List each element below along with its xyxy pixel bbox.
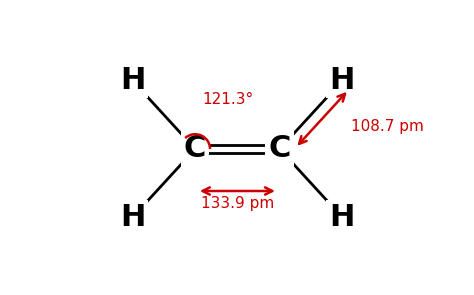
Text: 121.3°: 121.3° xyxy=(202,92,254,107)
Text: H: H xyxy=(329,203,355,232)
Text: C: C xyxy=(268,135,291,163)
Text: C: C xyxy=(184,135,206,163)
Text: H: H xyxy=(120,66,146,95)
Text: H: H xyxy=(120,203,146,232)
Text: H: H xyxy=(329,66,355,95)
Text: 108.7 pm: 108.7 pm xyxy=(351,119,424,134)
Text: 133.9 pm: 133.9 pm xyxy=(201,196,274,211)
